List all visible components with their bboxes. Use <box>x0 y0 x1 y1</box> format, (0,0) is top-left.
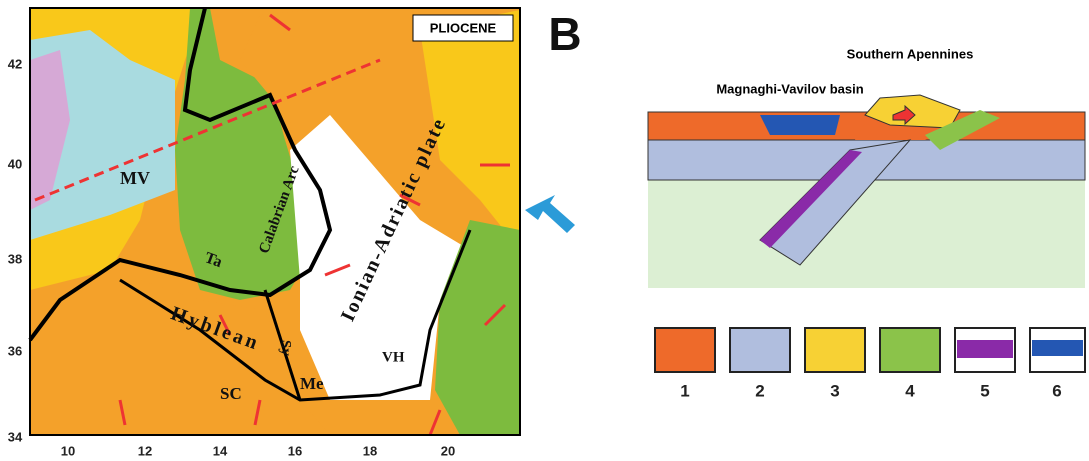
lat-label: 42 <box>8 56 22 71</box>
lon-label: 20 <box>441 443 455 458</box>
lat-label: 36 <box>8 343 22 358</box>
basin-fill <box>760 115 840 135</box>
cross-section: Southern Apennines Magnaghi-Vavilov basi… <box>648 46 1085 288</box>
lon-label: 14 <box>213 443 228 458</box>
legend-swatch <box>880 328 940 372</box>
geo-label: MV <box>120 168 150 188</box>
lon-label: 10 <box>61 443 75 458</box>
legend-label: 3 <box>830 381 839 400</box>
lat-label: 40 <box>8 156 22 171</box>
lat-label: 34 <box>8 429 23 444</box>
lon-label: 16 <box>288 443 302 458</box>
legend-swatch-fill <box>957 340 1013 358</box>
lon-label: 18 <box>363 443 377 458</box>
legend-swatch <box>805 328 865 372</box>
section-label: Magnaghi-Vavilov basin <box>716 81 863 96</box>
section-label: Southern Apennines <box>847 46 974 61</box>
body: PLIOCENE MV Ta Calabrian Arc Hyblean SC … <box>0 0 1089 461</box>
geo-label: Me <box>300 374 324 393</box>
mantle <box>648 180 1085 288</box>
geo-label: SC <box>220 384 242 403</box>
panel-letter: B <box>548 8 581 60</box>
legend-swatch-fill <box>1032 340 1083 356</box>
lon-label: 12 <box>138 443 152 458</box>
geo-label: Sy <box>278 340 294 356</box>
legend-label: 1 <box>680 381 689 400</box>
view-arrow <box>525 195 575 233</box>
legend-label: 4 <box>905 381 915 400</box>
legend-swatch <box>730 328 790 372</box>
map-title: PLIOCENE <box>430 20 497 35</box>
figure: PLIOCENE MV Ta Calabrian Arc Hyblean SC … <box>0 0 1089 461</box>
lat-label: 38 <box>8 251 22 266</box>
map-panel: PLIOCENE MV Ta Calabrian Arc Hyblean SC … <box>8 8 520 458</box>
geo-label: VH <box>382 349 405 365</box>
legend-swatch <box>655 328 715 372</box>
page: Pliocene map and cross-section {"panel_a… <box>0 0 1089 461</box>
legend-label: 2 <box>755 381 764 400</box>
legend-label: 6 <box>1052 381 1061 400</box>
legend-label: 5 <box>980 381 989 400</box>
legend: 1 2 3 4 5 6 <box>655 328 1085 400</box>
